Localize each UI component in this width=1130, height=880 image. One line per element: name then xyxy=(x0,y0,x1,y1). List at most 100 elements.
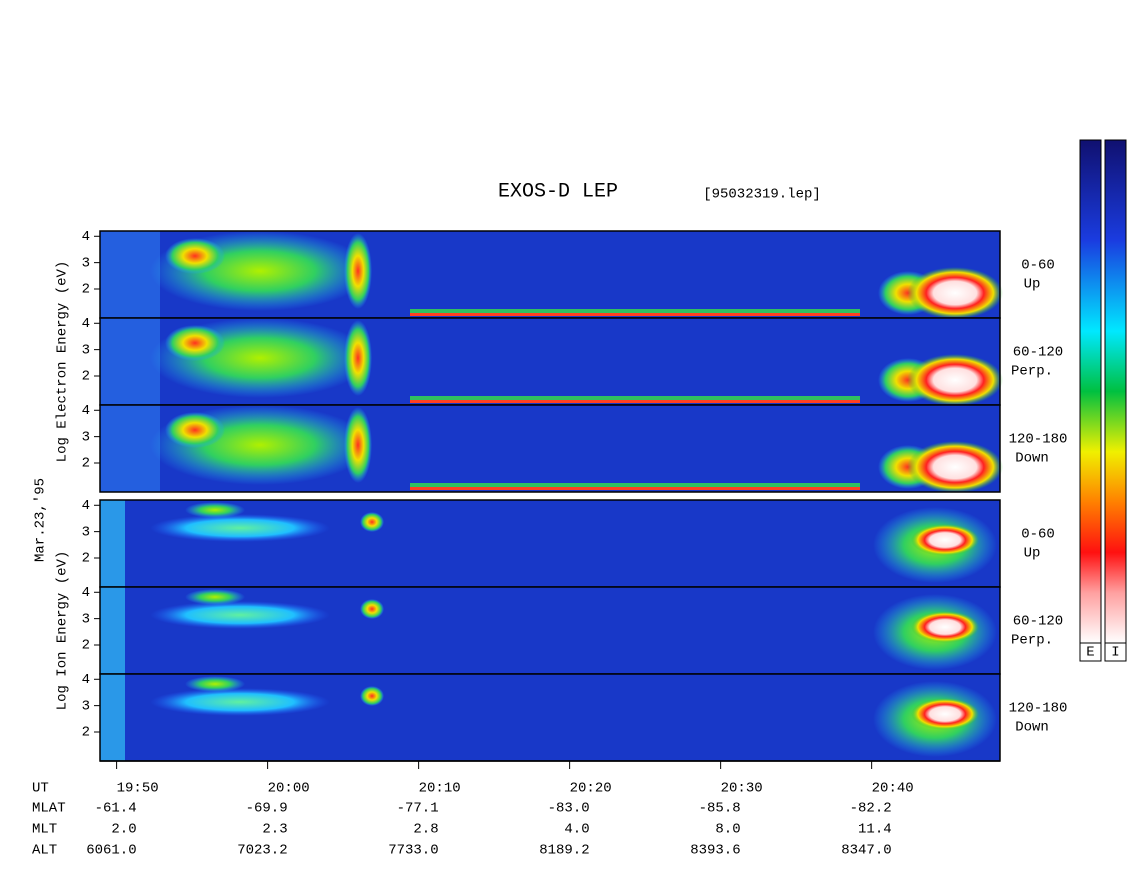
x-tick-label: 20:10 xyxy=(419,781,461,797)
colorbar-label: E xyxy=(1086,645,1094,661)
row-name: UT xyxy=(32,781,49,797)
spectrogram-feature xyxy=(360,512,384,532)
row-value: -61.4 xyxy=(95,801,137,817)
panel-direction: Up xyxy=(1024,277,1041,293)
group-label: Log Electron Energy (eV) xyxy=(55,261,71,463)
colorbar xyxy=(1079,139,1102,644)
spectrogram-feature xyxy=(165,412,225,448)
spectrogram-feature xyxy=(100,500,125,587)
row-value: 2.8 xyxy=(413,822,438,838)
spectrogram-feature xyxy=(185,676,245,692)
file-name: [95032319.lep] xyxy=(703,187,821,203)
row-name: MLAT xyxy=(32,801,66,817)
y-tick-label: 4 xyxy=(82,229,90,245)
y-tick-label: 2 xyxy=(82,369,90,385)
x-tick-label: 19:50 xyxy=(117,781,159,797)
y-tick-label: 3 xyxy=(82,698,90,714)
panel-angle: 120-180 xyxy=(1009,432,1068,448)
date-label: Mar.23,'95 xyxy=(33,478,49,562)
y-tick-label: 4 xyxy=(82,585,90,601)
y-tick-label: 2 xyxy=(82,725,90,741)
row-value: 8347.0 xyxy=(841,843,891,859)
spectrogram xyxy=(100,318,1003,406)
spectrogram xyxy=(100,674,1000,761)
y-tick-label: 4 xyxy=(82,316,90,332)
spectrogram-feature xyxy=(165,325,225,361)
spectrogram-feature xyxy=(344,407,372,483)
y-tick-label: 4 xyxy=(82,498,90,514)
spectrogram xyxy=(100,500,1000,587)
spectrogram-feature xyxy=(185,589,245,605)
y-tick-label: 3 xyxy=(82,255,90,271)
row-value: 2.0 xyxy=(111,822,136,838)
y-tick-label: 3 xyxy=(82,429,90,445)
spectrogram-feature xyxy=(344,320,372,396)
row-value: 11.4 xyxy=(858,822,892,838)
y-tick-label: 2 xyxy=(82,551,90,567)
spectrogram-feature xyxy=(360,599,384,619)
spectrogram-feature xyxy=(410,396,860,402)
y-tick-label: 3 xyxy=(82,524,90,540)
spectrogram-feature xyxy=(185,502,245,518)
row-name: MLT xyxy=(32,822,57,838)
panel-direction: Down xyxy=(1015,451,1049,467)
spectrogram-feature xyxy=(360,686,384,706)
colorbar-label-box xyxy=(1079,642,1102,662)
panel-direction: Up xyxy=(1024,546,1041,562)
row-value: 6061.0 xyxy=(86,843,136,859)
row-value: 2.3 xyxy=(262,822,287,838)
row-value: -77.1 xyxy=(397,801,439,817)
row-name: ALT xyxy=(32,843,57,859)
spectrogram-feature xyxy=(100,405,160,492)
spectrogram-feature xyxy=(410,309,860,315)
spectrogram xyxy=(100,231,1003,319)
spectrogram-feature xyxy=(911,698,979,730)
spectrogram-feature xyxy=(911,611,979,643)
y-tick-label: 3 xyxy=(82,342,90,358)
title: EXOS-D LEP xyxy=(498,180,618,203)
y-tick-label: 4 xyxy=(82,672,90,688)
spectrogram-feature xyxy=(150,601,330,629)
panel-angle: 0-60 xyxy=(1021,258,1055,274)
spectrogram-feature xyxy=(410,313,860,316)
row-value: 8.0 xyxy=(715,822,740,838)
x-tick-label: 20:40 xyxy=(872,781,914,797)
row-value: 8189.2 xyxy=(539,843,589,859)
spectrogram-feature xyxy=(150,514,330,542)
spectrogram-feature xyxy=(100,674,125,761)
y-tick-label: 2 xyxy=(82,456,90,472)
x-tick-label: 20:00 xyxy=(268,781,310,797)
spectrogram-feature xyxy=(410,483,860,489)
panel-angle: 60-120 xyxy=(1013,345,1063,361)
spectrogram xyxy=(100,587,1000,674)
spectrogram-feature xyxy=(100,318,160,405)
colorbar-label: I xyxy=(1111,645,1119,661)
row-value: -69.9 xyxy=(246,801,288,817)
x-tick-label: 20:20 xyxy=(570,781,612,797)
spectrogram-feature xyxy=(907,441,1003,493)
spectrogram-feature xyxy=(344,233,372,309)
y-tick-label: 4 xyxy=(82,403,90,419)
panel-angle: 0-60 xyxy=(1021,527,1055,543)
panel-direction: Down xyxy=(1015,720,1049,736)
spectrogram-feature xyxy=(165,238,225,274)
row-value: -85.8 xyxy=(699,801,741,817)
row-value: 8393.6 xyxy=(690,843,740,859)
row-value: 7023.2 xyxy=(237,843,287,859)
spectrogram-feature xyxy=(100,587,125,674)
spectrogram-feature xyxy=(911,524,979,556)
spectrogram-feature xyxy=(907,267,1003,319)
panel-direction: Perp. xyxy=(1011,364,1053,380)
spectrogram xyxy=(100,405,1003,493)
colorbar xyxy=(1104,139,1127,644)
y-tick-label: 2 xyxy=(82,282,90,298)
spectrogram-feature xyxy=(410,400,860,403)
spectrogram-feature xyxy=(410,487,860,490)
spectrogram-feature xyxy=(150,688,330,716)
row-value: -82.2 xyxy=(850,801,892,817)
colorbar-label-box xyxy=(1104,642,1127,662)
panel-direction: Perp. xyxy=(1011,633,1053,649)
x-tick-label: 20:30 xyxy=(721,781,763,797)
panel-angle: 60-120 xyxy=(1013,614,1063,630)
